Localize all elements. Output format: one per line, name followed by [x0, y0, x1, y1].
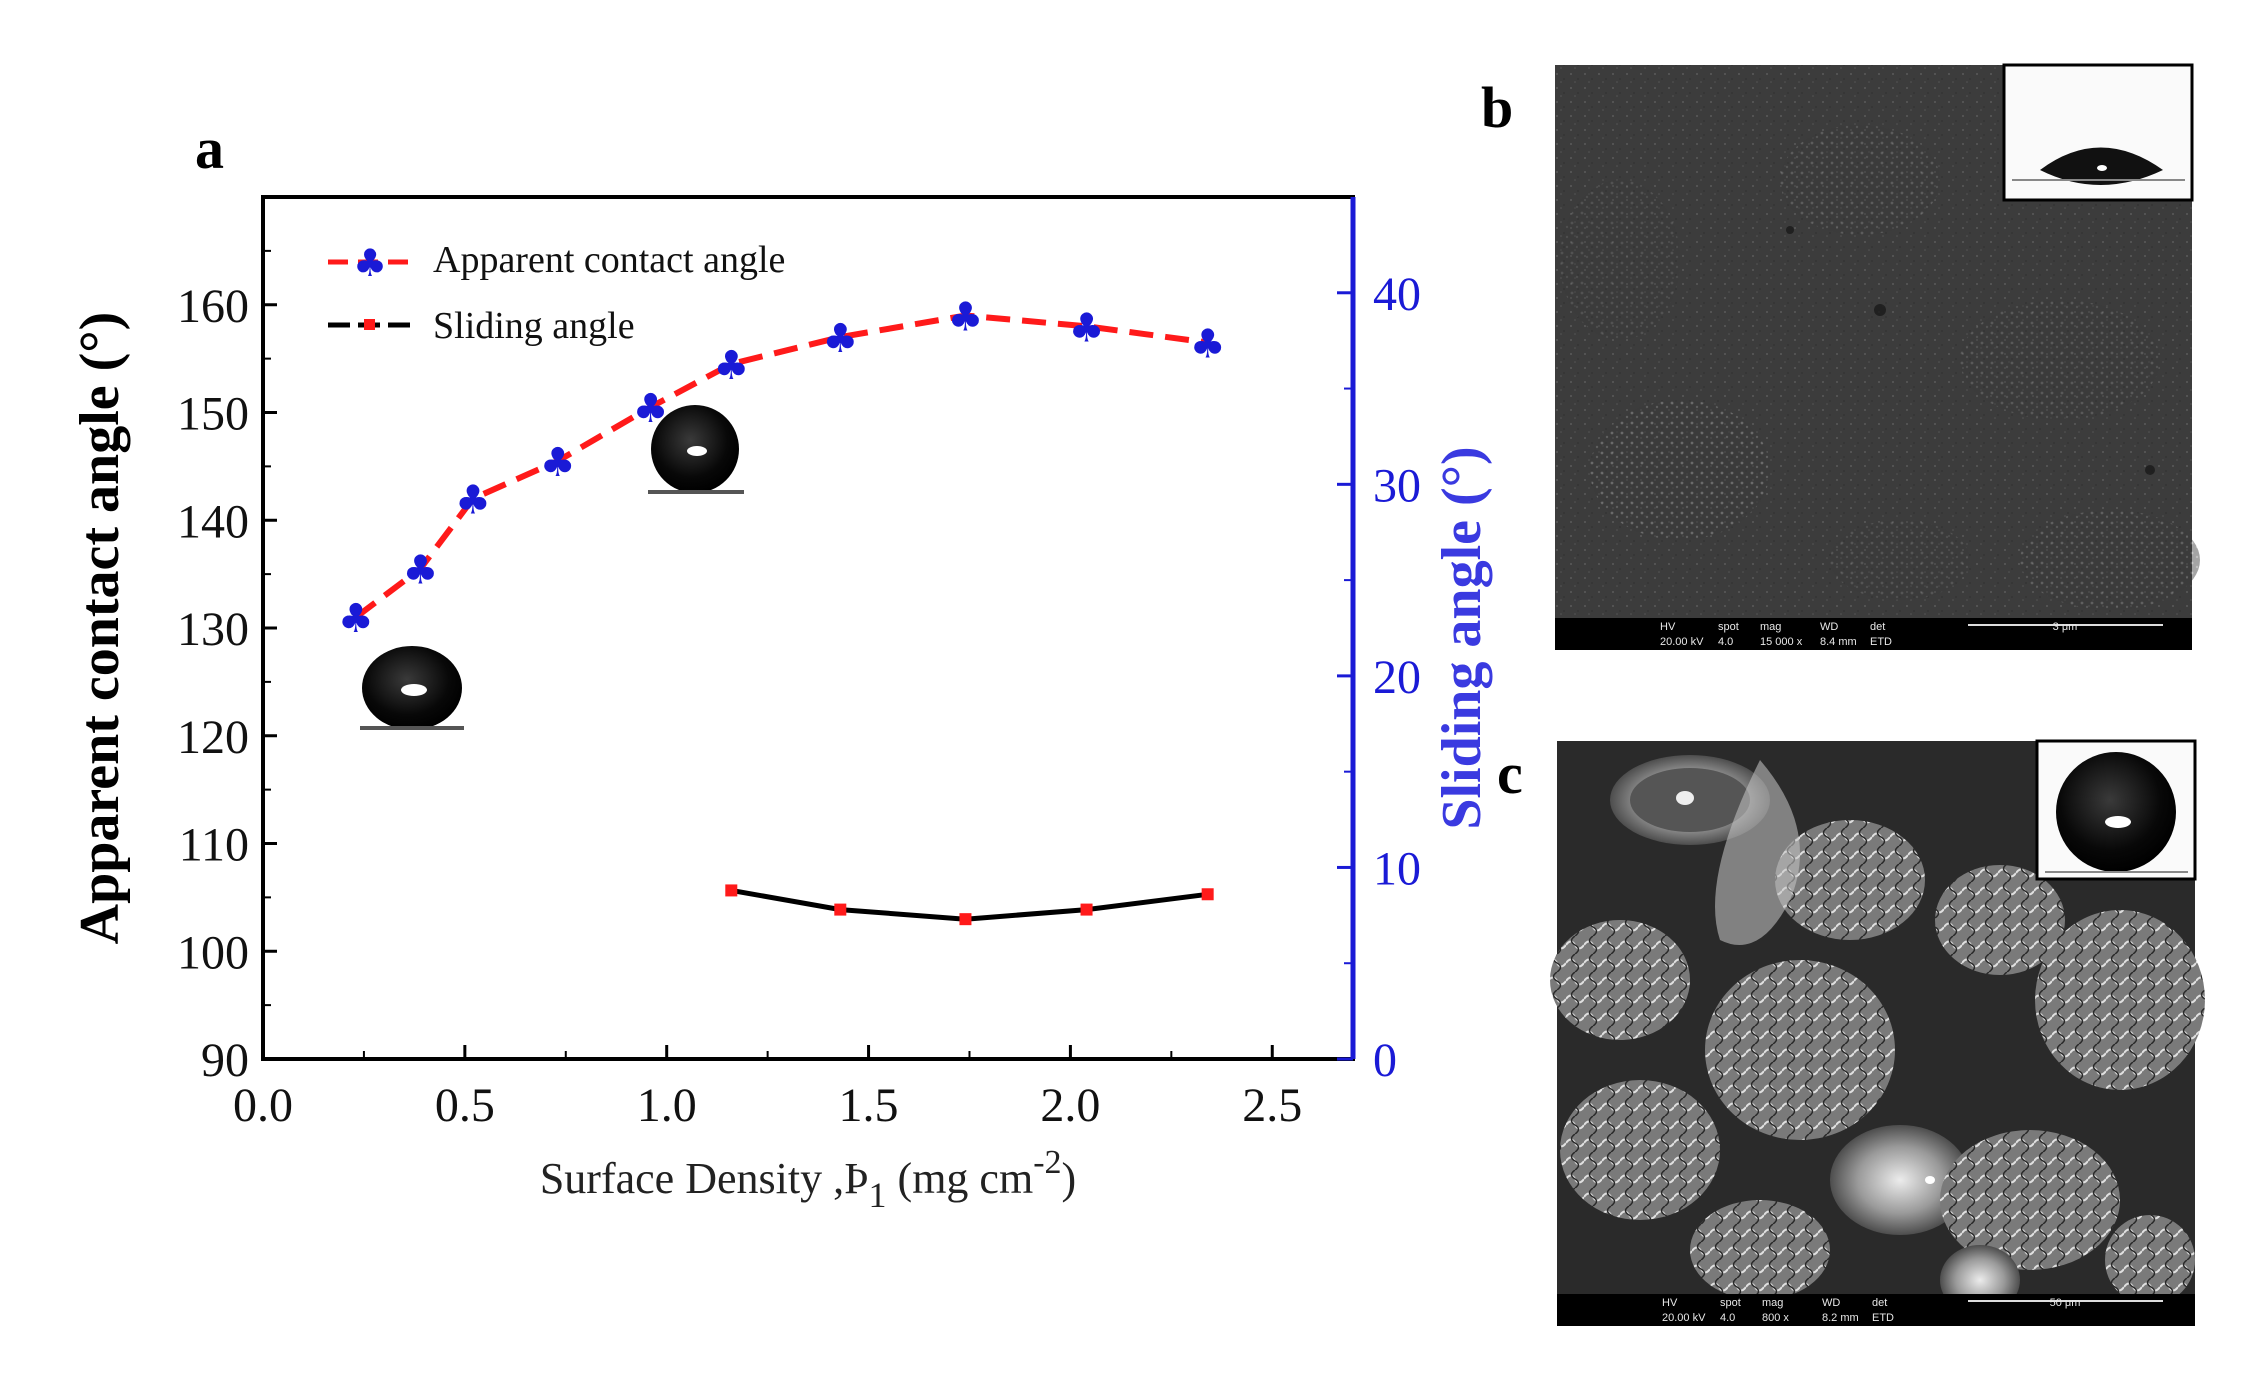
sem-c-footer: HV 20.00 kV spot 4.0 mag 800 x WD 8.2 mm det ETD [1662, 1297, 1894, 1324]
sem_b-footer-value-1: 4.0 [1718, 636, 1733, 648]
series-1-point-0 [725, 884, 738, 897]
series-0-point-5: ♣ [713, 343, 749, 389]
series-0-point-1: ♣ [403, 548, 439, 594]
series-0-point-3: ♣ [540, 440, 576, 486]
y-left-tick-label-0: 90 [201, 1034, 249, 1087]
y-right-tick-label-4: 40 [1373, 268, 1421, 321]
panel-letter-b: b [1481, 75, 1513, 140]
sem_c-footer-value-1: 4.0 [1720, 1312, 1735, 1324]
sem_c-footer-label-4: det [1872, 1297, 1887, 1309]
x-tick-label-3: 1.5 [839, 1079, 899, 1132]
series-0-point-8: ♣ [1069, 305, 1105, 351]
x-axis-title-sub: 1 [869, 1175, 887, 1215]
x-tick-label-1: 0.5 [435, 1079, 495, 1132]
y-left-tick-label-5: 140 [177, 495, 249, 548]
sem_b-footer-value-4: ETD [1870, 636, 1892, 648]
sem_c-footer-value-3: 8.2 mm [1822, 1312, 1859, 1324]
panel-b-sem-image: b HV 20.00 kV spot 4.0 mag 15 000 x WD 8.4 mm de… [1481, 63, 2200, 650]
sem_b-footer-value-0: 20.00 kV [1660, 636, 1704, 648]
sem_b-footer-label-3: WD [1820, 621, 1838, 633]
x-tick-label-2: 1.0 [637, 1079, 697, 1132]
series-1-point-3 [1080, 903, 1093, 916]
legend-label-contact: Apparent contact angle [433, 239, 785, 281]
x-axis-title-close: ) [1062, 1154, 1077, 1203]
sem_b-footer-label-0: HV [1660, 621, 1676, 633]
legend-label-sliding: Sliding angle [433, 305, 635, 347]
sem-b-scale: 3 μm [2053, 621, 2078, 633]
sem_c-footer-value-4: ETD [1872, 1312, 1894, 1324]
y-right-tick-label-0: 0 [1373, 1034, 1397, 1087]
sem_c-footer-label-3: WD [1822, 1297, 1840, 1309]
sem_c-footer-label-1: spot [1720, 1297, 1741, 1309]
sem-b-texture [1560, 125, 2200, 610]
x-tick-label-4: 2.0 [1040, 1079, 1100, 1132]
y-axis-left-title: Apparent contact angle (°) [69, 312, 131, 945]
y-axis-right-title: Sliding angle (°) [1431, 446, 1493, 829]
y-left-tick-label-1: 100 [177, 926, 249, 979]
y-left-tick-label-3: 120 [177, 711, 249, 764]
sem_c-footer-value-0: 20.00 kV [1662, 1312, 1706, 1324]
series-layer: ♣♣♣♣♣♣♣ ♣ ♣ ♣ [338, 295, 1226, 926]
legend-swatch-contact-marker: ♣ [353, 241, 387, 285]
series-1-point-4 [1201, 888, 1214, 901]
sem_b-footer-value-3: 8.4 mm [1820, 636, 1857, 648]
y-right-tick-label-2: 20 [1373, 651, 1421, 704]
sem_b-footer-label-2: mag [1760, 621, 1781, 633]
panel-a-chart: a 0.0 0.5 1.0 1.5 2.0 2.590100110120130140150… [69, 116, 1493, 1215]
y-left-tick-label-4: 130 [177, 603, 249, 656]
series-0-point-9: ♣ [1190, 321, 1226, 367]
panel-letter-a: a [195, 116, 224, 181]
x-axis-title-main: Surface Density ,Þ [540, 1154, 869, 1203]
sem_b-footer-value-2: 15 000 x [1760, 636, 1803, 648]
panel-letter-c: c [1497, 741, 1523, 806]
y-right-tick-label-3: 30 [1373, 459, 1421, 512]
legend-swatch-sliding-marker [364, 319, 375, 330]
y-left-tick-label-6: 150 [177, 388, 249, 441]
series-1-point-2 [959, 913, 972, 926]
x-axis-title-sup: -2 [1033, 1144, 1061, 1181]
tick-layer: 0.0 0.5 1.0 1.5 2.0 2.59010011012013014015016… [177, 249, 1421, 1132]
y-right-tick-label-1: 10 [1373, 842, 1421, 895]
x-axis-title: Surface Density ,Þ1 (mg cm-2) [540, 1144, 1076, 1215]
y-left-tick-label-2: 110 [179, 819, 249, 872]
sem_c-footer-label-2: mag [1762, 1297, 1783, 1309]
droplet-image-low [360, 646, 464, 730]
sem-b-droplet-inset [2002, 63, 2194, 202]
series-0-point-0: ♣ [338, 596, 374, 642]
y-left-tick-label-7: 160 [177, 280, 249, 333]
x-tick-label-0: 0.0 [233, 1079, 293, 1132]
series-0-point-6: ♣ [822, 316, 858, 362]
x-axis-title-unit: (mg cm [887, 1154, 1034, 1203]
sem_b-footer-label-4: det [1870, 621, 1885, 633]
x-tick-label-5: 2.5 [1242, 1079, 1302, 1132]
sem-b-databar: HV 20.00 kV spot 4.0 mag 15 000 x WD 8.4 mm det E… [1555, 618, 2192, 650]
sem_b-footer-label-1: spot [1718, 621, 1739, 633]
sem_c-footer-value-2: 800 x [1762, 1312, 1789, 1324]
sem-b-footer: HV 20.00 kV spot 4.0 mag 15 000 x WD 8.4 mm det E… [1660, 621, 1892, 648]
series-1-point-1 [834, 903, 847, 916]
series-line-0 [354, 312, 1209, 620]
series-0-point-2: ♣ [455, 478, 491, 524]
sem-c-droplet-inset [2035, 739, 2197, 881]
series-0-point-7: ♣ [948, 295, 984, 341]
sem_c-footer-label-0: HV [1662, 1297, 1678, 1309]
droplet-image-high [648, 405, 744, 494]
legend: ♣ Apparent contact angle Sliding angle [328, 239, 785, 347]
sem-c-scale: 50 μm [2050, 1297, 2081, 1309]
sem-c-texture [1550, 755, 2205, 1315]
